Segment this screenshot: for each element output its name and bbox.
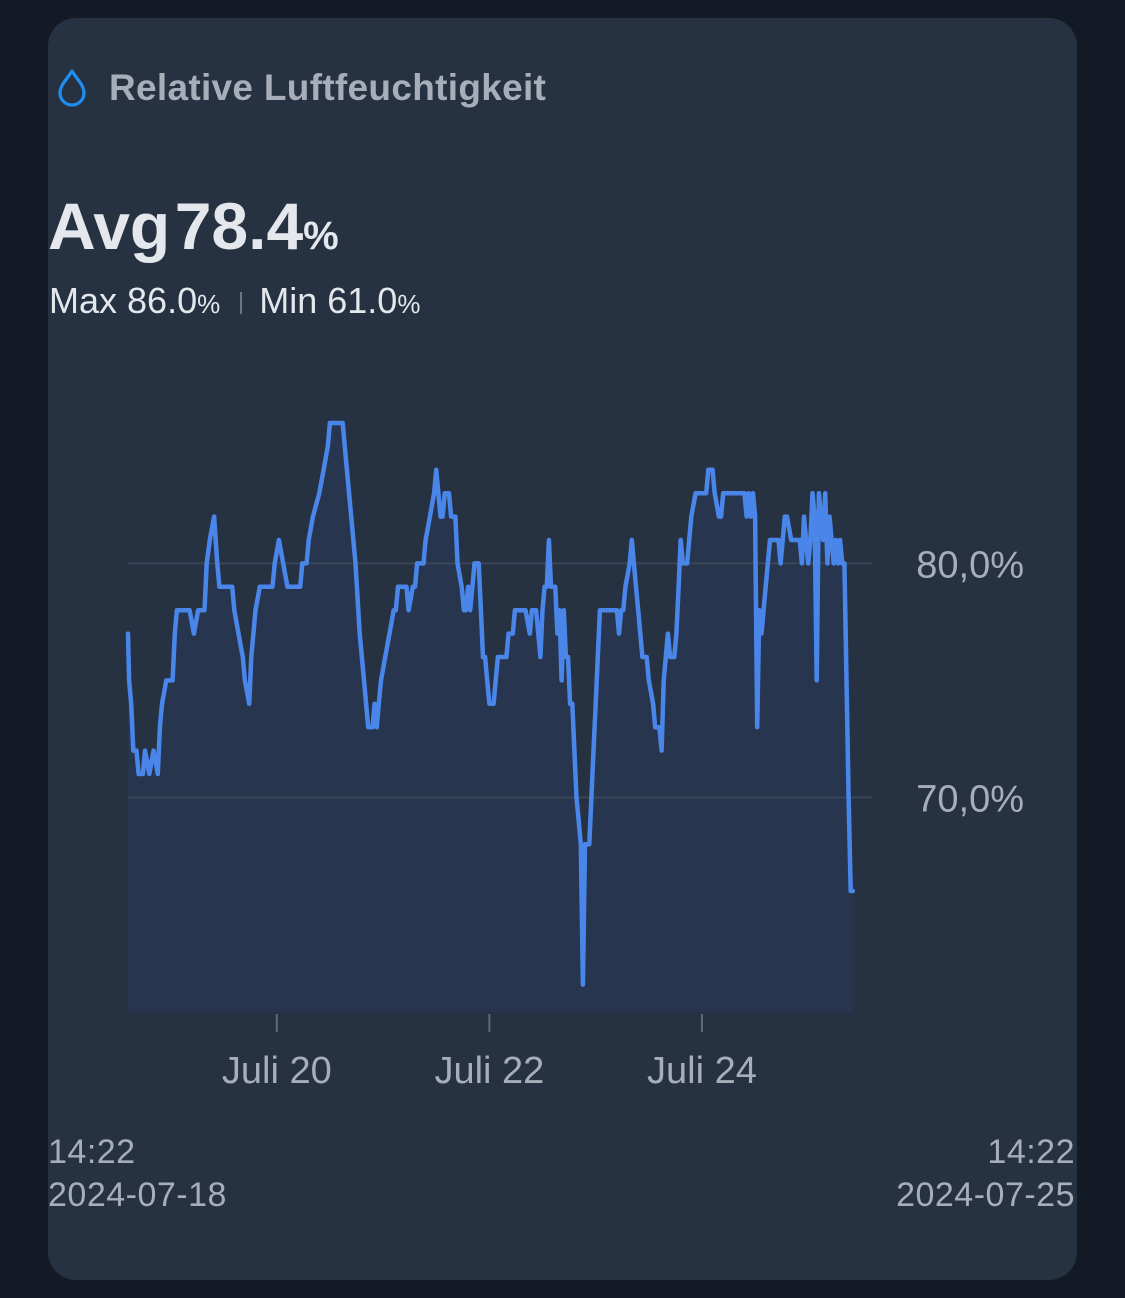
range-start-time: 14:22 (48, 1133, 136, 1171)
range-end-date: 2024-07-25 (896, 1176, 1075, 1214)
min-unit: % (397, 289, 421, 319)
range-end-time: 14:22 (987, 1133, 1075, 1171)
card-header: Relative Luftfeuchtigkeit (57, 64, 546, 112)
card-title: Relative Luftfeuchtigkeit (109, 67, 547, 108)
min-label: Min (259, 280, 318, 321)
average-readout: Avg 78.4% (48, 188, 339, 264)
range-end: 14:22 2024-07-25 (896, 1131, 1075, 1217)
x-tick-label-0: Juli 20 (222, 1050, 332, 1092)
min-max-readout: Max 86.0% Min 61.0% (49, 280, 420, 322)
range-start: 14:22 2024-07-18 (48, 1131, 227, 1217)
min-value: 61.0 (327, 280, 398, 321)
x-tick-label-1: Juli 22 (434, 1050, 544, 1092)
water-drop-icon (58, 69, 86, 107)
y-tick-label-0: 80,0% (916, 544, 1024, 586)
humidity-line (125, 420, 856, 987)
max-unit: % (197, 289, 221, 319)
max-value: 86.0 (127, 280, 198, 321)
y-tick-label-1: 70,0% (916, 778, 1024, 820)
avg-label: Avg (48, 189, 171, 263)
avg-unit: % (303, 214, 339, 258)
avg-value: 78.4 (174, 189, 304, 263)
range-start-date: 2024-07-18 (48, 1176, 227, 1214)
humidity-area (128, 423, 853, 1012)
x-tick-label-2: Juli 24 (647, 1050, 757, 1092)
stats-divider (240, 292, 243, 314)
max-label: Max (49, 280, 118, 321)
